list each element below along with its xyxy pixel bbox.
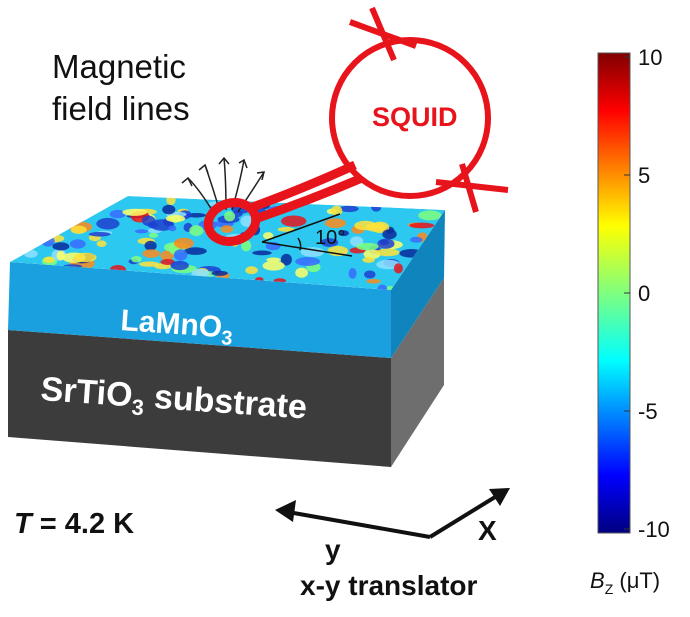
- field-map-spot: [220, 225, 234, 233]
- field-map-spot: [184, 247, 207, 255]
- field-map-spot: [252, 250, 272, 256]
- colorbar-label: BZ (μT): [590, 568, 660, 597]
- field-map-spot: [320, 238, 339, 247]
- field-map-spot: [189, 225, 204, 237]
- field-map-spot: [280, 253, 292, 266]
- field-map-spot: [376, 248, 400, 257]
- field-map-spot: [281, 215, 307, 227]
- field-map-spot: [245, 266, 258, 275]
- field-map-spot: [23, 249, 38, 258]
- field-map-spot: [330, 205, 343, 216]
- field-map-spot: [266, 257, 281, 263]
- colorbar-tick-label: 0: [638, 281, 650, 306]
- field-map-spot: [366, 279, 381, 284]
- field-map-spot: [109, 209, 126, 219]
- field-map-spot: [148, 232, 159, 238]
- colorbar-ticks: 10 5 0 -5 -10: [624, 45, 670, 542]
- field-map-spot: [377, 238, 395, 249]
- film-side-face: [391, 210, 445, 358]
- film-label: LaMnO3: [119, 304, 234, 350]
- x-axis-arrowhead: [489, 488, 510, 506]
- field-map-spot: [160, 259, 175, 265]
- squid-pickup-loop: [203, 198, 261, 246]
- field-map-spot: [348, 268, 357, 279]
- field-map-spot: [96, 240, 107, 247]
- josephson-junction-top: [348, 6, 418, 62]
- field-map-spot: [377, 284, 388, 290]
- field-map-spot: [241, 240, 252, 252]
- field-map-spot: [339, 205, 359, 213]
- field-map-spot: [376, 259, 400, 270]
- field-map-spot: [160, 250, 174, 261]
- field-map-spot: [43, 256, 55, 263]
- field-map-spot: [166, 196, 176, 206]
- squid-sensor: [203, 6, 509, 246]
- field-map-spot: [52, 242, 70, 251]
- field-map-spot: [409, 222, 435, 229]
- field-map-spot: [211, 270, 228, 276]
- angle-label: 10°: [315, 227, 345, 249]
- field-map-spot: [139, 261, 160, 267]
- field-map-spot: [262, 260, 285, 271]
- colorbar-tick-label: -5: [638, 399, 658, 424]
- field-map-spot: [162, 204, 176, 215]
- josephson-junction-bottom: [435, 163, 509, 213]
- field-map-spot: [134, 229, 149, 234]
- field-map-spot: [410, 236, 423, 243]
- field-lines-label: Magnetic field lines: [52, 48, 195, 127]
- field-map-spot: [168, 225, 177, 232]
- translator-axes: [287, 492, 502, 539]
- y-axis-label: y: [325, 534, 341, 565]
- field-map-spot: [173, 249, 188, 261]
- colorbar-tick-label: 5: [638, 163, 650, 188]
- field-map-spot: [147, 221, 158, 229]
- field-map-spot: [70, 225, 87, 234]
- squid-lead: [248, 160, 357, 213]
- field-map-spot: [131, 256, 142, 263]
- field-map-spot: [364, 270, 376, 279]
- field-map-spot: [165, 215, 186, 223]
- field-map-spot: [418, 210, 442, 221]
- field-map-spot: [170, 260, 189, 271]
- x-axis-label: X: [478, 515, 497, 546]
- field-map-spot: [88, 232, 111, 237]
- field-map-spot: [356, 242, 379, 251]
- field-map-spot: [142, 249, 160, 258]
- field-map-spot: [69, 239, 86, 249]
- field-map-spot: [371, 203, 382, 212]
- field-map-spot: [338, 230, 349, 237]
- field-map-spot: [362, 256, 375, 263]
- tilt-angle-indicator: [261, 213, 353, 257]
- field-map-spot: [174, 237, 194, 249]
- field-map-spot: [295, 257, 320, 266]
- field-map-spot: [382, 229, 397, 240]
- colorbar-tick-label: -10: [638, 517, 670, 542]
- squid-ring: [329, 37, 491, 199]
- field-map-spot: [96, 217, 120, 230]
- substrate-side-face: [391, 278, 444, 467]
- temperature-label: T = 4.2 K: [14, 508, 134, 540]
- colorbar-tick-label: 10: [638, 45, 662, 70]
- substrate-front-face: [8, 330, 391, 467]
- colorbar: 10 5 0 -5 -10: [597, 45, 670, 542]
- field-map-spot: [122, 208, 147, 216]
- field-map-spot: [295, 267, 308, 278]
- field-map-spot: [224, 211, 236, 222]
- field-map-spot: [41, 235, 55, 247]
- field-map-spot: [74, 252, 97, 263]
- field-map-spot: [324, 218, 346, 228]
- y-axis-arrowhead: [275, 500, 296, 522]
- translator-label: x-y translator: [300, 570, 477, 601]
- field-map-spot: [144, 240, 157, 251]
- field-map-spot: [263, 232, 274, 240]
- field-map-spot: [150, 219, 175, 231]
- squid-label: SQUID: [372, 102, 458, 132]
- field-map-spot: [277, 227, 295, 232]
- film-front-face: [8, 262, 391, 358]
- field-map-spot: [386, 285, 395, 290]
- field-map-spot: [354, 220, 377, 231]
- field-map-spot: [393, 263, 403, 274]
